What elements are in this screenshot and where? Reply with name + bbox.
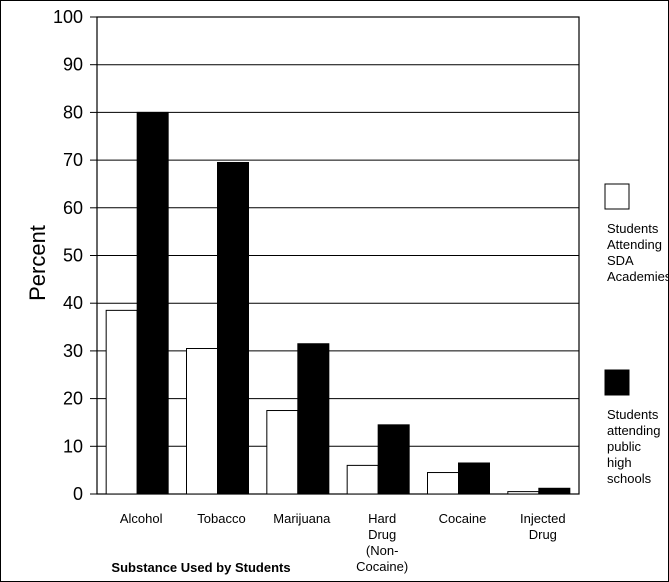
x-category-label: Cocaine	[439, 511, 487, 526]
bar	[186, 348, 218, 495]
y-tick-label: 100	[53, 7, 83, 27]
y-tick-label: 40	[63, 293, 83, 313]
y-tick-label: 20	[63, 389, 83, 409]
y-tick-label: 30	[63, 341, 83, 361]
bar	[346, 464, 379, 495]
bar	[217, 161, 249, 495]
bar	[105, 309, 138, 495]
x-category-label: Hard Drug (Non-Cocaine)	[356, 511, 408, 574]
bar	[427, 472, 459, 495]
y-tick-label: 70	[63, 150, 83, 170]
bar	[377, 424, 410, 495]
y-tick-label: 10	[63, 436, 83, 456]
y-tick-label: 60	[63, 198, 83, 218]
y-tick-label: 0	[73, 484, 83, 504]
y-axis-label: Percent	[25, 225, 50, 301]
legend-label: Students Attending SDA Academies	[607, 221, 668, 284]
bar	[507, 491, 540, 495]
x-category-label: Alcohol	[120, 511, 163, 526]
bar	[538, 487, 571, 495]
bar	[458, 462, 490, 495]
x-category-label: Injected Drug	[520, 511, 566, 542]
y-tick-label: 50	[63, 246, 83, 266]
legend-label: Students attending public high schools	[607, 407, 661, 486]
x-axis-title: Substance Used by Students	[111, 560, 290, 575]
bar	[297, 343, 330, 495]
x-category-label: Marijuana	[273, 511, 331, 526]
y-tick-label: 80	[63, 102, 83, 122]
y-tick-label: 90	[63, 55, 83, 75]
bar	[266, 410, 299, 495]
legend-swatch	[604, 369, 630, 396]
x-category-label: Tobacco	[197, 511, 245, 526]
legend-swatch	[604, 183, 630, 210]
bar	[136, 111, 169, 495]
